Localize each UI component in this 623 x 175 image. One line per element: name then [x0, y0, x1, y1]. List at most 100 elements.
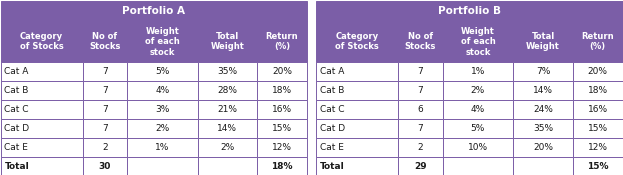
Bar [1, 100, 83, 119]
Bar [127, 138, 197, 157]
Bar [513, 138, 573, 157]
Bar [1, 21, 83, 62]
Text: 20%: 20% [587, 67, 607, 76]
Bar [513, 157, 573, 175]
Text: Cat E: Cat E [320, 143, 344, 152]
Text: Return
(%): Return (%) [265, 32, 298, 51]
Text: 7: 7 [102, 67, 108, 76]
Bar [316, 62, 399, 81]
Text: 20%: 20% [272, 67, 292, 76]
Text: 16%: 16% [587, 105, 607, 114]
Bar [1, 157, 83, 175]
Text: 21%: 21% [217, 105, 237, 114]
Bar [83, 21, 127, 62]
Text: Weight
of each
stock: Weight of each stock [460, 27, 495, 57]
Text: Cat C: Cat C [320, 105, 345, 114]
Text: Cat C: Cat C [4, 105, 29, 114]
Text: Total: Total [4, 162, 29, 171]
Bar [127, 100, 197, 119]
Bar [316, 157, 399, 175]
Bar [399, 21, 442, 62]
Text: 18%: 18% [272, 86, 292, 95]
Bar [513, 62, 573, 81]
Bar [399, 100, 442, 119]
Text: 16%: 16% [272, 105, 292, 114]
Bar [257, 21, 307, 62]
Text: 5%: 5% [155, 67, 169, 76]
Bar [197, 100, 257, 119]
Text: Cat A: Cat A [4, 67, 29, 76]
Text: Cat B: Cat B [320, 86, 345, 95]
Text: 12%: 12% [587, 143, 607, 152]
Text: 7: 7 [102, 86, 108, 95]
Text: 18%: 18% [587, 86, 607, 95]
Bar [316, 138, 399, 157]
Bar [197, 119, 257, 138]
Bar [1, 138, 83, 157]
Bar [1, 1, 307, 21]
Text: 24%: 24% [533, 105, 553, 114]
Bar [399, 138, 442, 157]
Text: 12%: 12% [272, 143, 292, 152]
Text: No of
Stocks: No of Stocks [405, 32, 436, 51]
Text: 10%: 10% [468, 143, 488, 152]
Bar [257, 138, 307, 157]
Text: Total
Weight: Total Weight [526, 32, 560, 51]
Text: Total
Weight: Total Weight [211, 32, 244, 51]
Bar [83, 138, 127, 157]
Text: 7: 7 [417, 86, 424, 95]
Bar [442, 138, 513, 157]
Text: 15%: 15% [272, 124, 292, 133]
Bar [573, 21, 622, 62]
Text: 15%: 15% [587, 124, 607, 133]
Bar [316, 100, 399, 119]
Bar [573, 100, 622, 119]
Text: 1%: 1% [471, 67, 485, 76]
Text: 28%: 28% [217, 86, 237, 95]
Text: 3%: 3% [155, 105, 169, 114]
Text: 15%: 15% [587, 162, 609, 171]
Text: 2%: 2% [471, 86, 485, 95]
Text: Total: Total [320, 162, 345, 171]
Text: Category
of Stocks: Category of Stocks [335, 32, 379, 51]
Text: Cat B: Cat B [4, 86, 29, 95]
Text: Weight
of each
stock: Weight of each stock [145, 27, 179, 57]
Bar [399, 119, 442, 138]
Bar [316, 119, 399, 138]
Bar [197, 81, 257, 100]
Bar [573, 157, 622, 175]
Text: 29: 29 [414, 162, 427, 171]
Text: Cat E: Cat E [4, 143, 29, 152]
Bar [127, 157, 197, 175]
Bar [83, 119, 127, 138]
Bar [399, 157, 442, 175]
Text: 7: 7 [102, 105, 108, 114]
Bar [573, 138, 622, 157]
Bar [257, 119, 307, 138]
Bar [442, 100, 513, 119]
Text: Cat A: Cat A [320, 67, 345, 76]
Text: 4%: 4% [471, 105, 485, 114]
Bar [83, 81, 127, 100]
Bar [399, 81, 442, 100]
Bar [197, 62, 257, 81]
Bar [442, 157, 513, 175]
Text: 7%: 7% [536, 67, 550, 76]
Text: 18%: 18% [271, 162, 293, 171]
Text: 6: 6 [417, 105, 424, 114]
Text: 2: 2 [417, 143, 423, 152]
Bar [83, 62, 127, 81]
Bar [1, 119, 83, 138]
Bar [127, 81, 197, 100]
Text: 30: 30 [98, 162, 111, 171]
Bar [197, 138, 257, 157]
Bar [197, 157, 257, 175]
Text: 7: 7 [417, 124, 424, 133]
Bar [316, 81, 399, 100]
Bar [442, 81, 513, 100]
Bar [127, 21, 197, 62]
Bar [513, 119, 573, 138]
Text: Cat D: Cat D [4, 124, 30, 133]
Bar [573, 119, 622, 138]
Text: 7: 7 [417, 67, 424, 76]
